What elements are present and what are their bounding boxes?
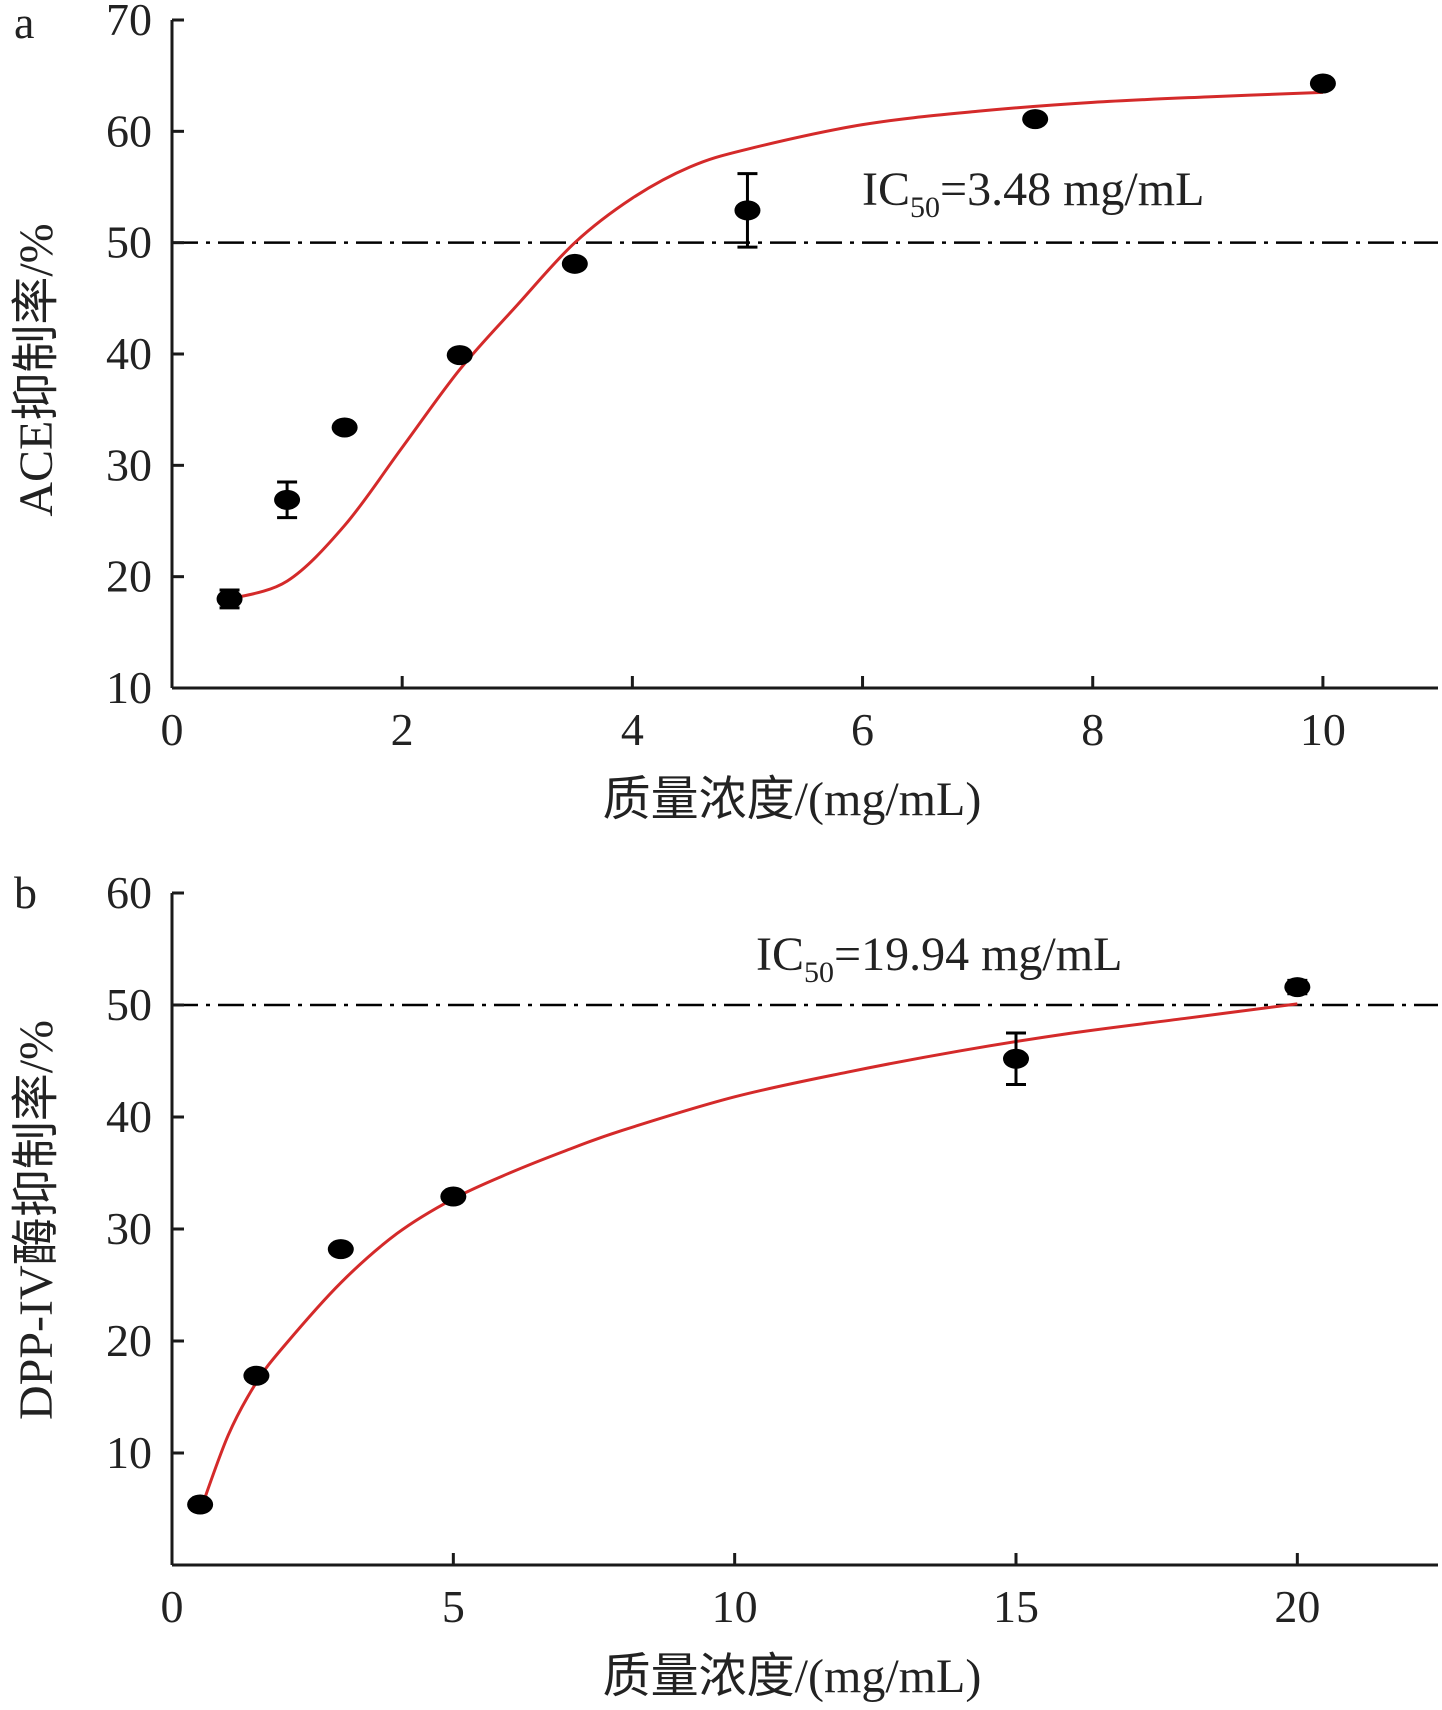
ic50-annotation-b: IC50=19.94 mg/mL <box>756 928 1122 989</box>
panel-label-a: a <box>14 0 34 48</box>
axes-a <box>170 18 1438 690</box>
fit-curve <box>198 1002 1298 1512</box>
ic50-prefix-b: IC <box>756 928 804 981</box>
data-point <box>187 1494 214 1515</box>
ic50-value-b: =19.94 mg/mL <box>834 928 1122 981</box>
y-tick-label: 40 <box>106 328 152 379</box>
y-tick-label: 60 <box>106 867 152 918</box>
data-point <box>446 345 473 366</box>
y-tick-label: 30 <box>106 439 152 490</box>
ic50-annotation-a: IC50=3.48 mg/mL <box>862 163 1204 224</box>
x-axis-title-b: 质量浓度/(mg/mL) <box>603 1650 982 1703</box>
y-tick-label: 20 <box>106 551 152 602</box>
y-tick-label: 20 <box>106 1315 152 1366</box>
x-tick-labels-a: 0 2 4 6 8 10 <box>161 704 1346 755</box>
y-tick-label: 10 <box>106 662 152 713</box>
ic50-subscript-b: 50 <box>804 956 834 989</box>
fit-curve <box>229 90 1323 601</box>
x-tick-label: 6 <box>851 704 874 755</box>
data-point <box>274 489 301 510</box>
y-tick-label: 60 <box>106 105 152 156</box>
data-point <box>327 1239 354 1260</box>
data-point <box>1003 1048 1029 1069</box>
data-points-group-a <box>216 73 1336 610</box>
y-axis-title-b: DPP-IV酶抑制率/% <box>10 1020 63 1420</box>
x-tick-label: 10 <box>712 1581 758 1632</box>
y-tick-label: 40 <box>106 1091 152 1142</box>
y-tick-label: 50 <box>106 979 152 1030</box>
x-tick-label: 20 <box>1274 1581 1320 1632</box>
data-point <box>1022 109 1049 130</box>
y-tick-label: 70 <box>106 0 152 45</box>
x-tick-label: 8 <box>1081 704 1104 755</box>
fit-curve-group-a <box>229 90 1323 601</box>
ic50-value-a: =3.48 mg/mL <box>940 163 1204 216</box>
data-point <box>243 1365 270 1386</box>
panel-label-b: b <box>14 867 37 918</box>
data-point <box>734 200 761 221</box>
x-tick-label: 0 <box>161 704 184 755</box>
x-tick-label: 4 <box>621 704 644 755</box>
data-point <box>1309 73 1336 94</box>
x-axis-title-a: 质量浓度/(mg/mL) <box>603 773 982 826</box>
x-tick-label: 0 <box>161 1581 184 1632</box>
fit-curve-group-b <box>198 1002 1298 1512</box>
data-point <box>1284 977 1311 998</box>
y-tick-label: 10 <box>106 1427 152 1478</box>
panel-b: b 0 5 10 15 20 10 20 30 40 50 60 质量浓度/(mg/mL) DPP… <box>10 867 1438 1703</box>
x-tick-labels-b: 0 5 10 15 20 <box>161 1581 1321 1632</box>
y-tick-labels-b: 10 20 30 40 50 60 <box>106 867 152 1478</box>
axes-b <box>170 891 1438 1567</box>
ic50-subscript-a: 50 <box>910 191 940 224</box>
ic50-prefix-a: IC <box>862 163 910 216</box>
data-point <box>216 588 243 609</box>
x-tick-label: 10 <box>1300 704 1346 755</box>
y-tick-label: 50 <box>106 217 152 268</box>
data-points-group-b <box>187 977 1311 1515</box>
x-tick-label: 2 <box>391 704 414 755</box>
y-tick-labels-a: 10 20 30 40 50 60 70 <box>106 0 152 713</box>
x-tick-label: 15 <box>993 1581 1039 1632</box>
y-tick-label: 30 <box>106 1203 152 1254</box>
data-point <box>440 1186 467 1207</box>
data-point <box>561 253 588 274</box>
x-tick-label: 5 <box>442 1581 465 1632</box>
data-point <box>331 417 358 438</box>
y-axis-title-a: ACE抑制率/% <box>10 223 63 516</box>
panel-a: a 0 2 4 6 8 10 10 20 30 40 50 60 70 质量浓度/(mg/mL) AC… <box>10 0 1438 826</box>
